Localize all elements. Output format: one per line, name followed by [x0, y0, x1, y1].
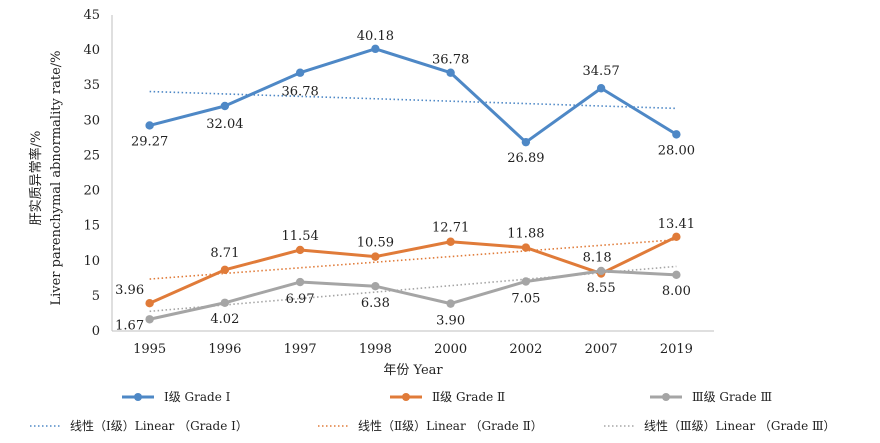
- data-label: 29.27: [131, 134, 168, 149]
- y-tick-label: 5: [92, 289, 100, 304]
- data-point: [446, 237, 455, 246]
- data-label: 36.78: [282, 85, 319, 100]
- x-tick-label: 2000: [434, 342, 467, 357]
- data-point: [672, 130, 681, 139]
- data-label: 1.67: [115, 318, 144, 333]
- data-point: [596, 266, 606, 276]
- data-label: 3.96: [115, 283, 144, 298]
- axes: 0 5 10 15 20 25 30 35 40 45 1995 1996 1997 1998 2000 20…: [28, 8, 714, 378]
- data-point: [371, 252, 380, 261]
- series-line: [149, 269, 677, 321]
- legend-trend-entry: 线性（Ⅲ级）Linear （Grade Ⅲ）: [644, 419, 836, 433]
- data-point: [521, 277, 531, 286]
- data-point: [672, 270, 681, 280]
- data-label: 32.04: [206, 117, 243, 132]
- series-line: [149, 235, 678, 305]
- data-label: 6.97: [286, 292, 315, 307]
- y-tick-label: 20: [83, 184, 100, 199]
- data-label: 26.89: [507, 151, 544, 166]
- legend-marker: [134, 393, 142, 401]
- data-point: [596, 84, 606, 93]
- legend-marker: [662, 393, 670, 401]
- data-label: 6.38: [361, 296, 390, 311]
- data-point: [145, 121, 154, 130]
- legend-entry: Ⅰ级 Grade Ⅰ: [164, 390, 231, 404]
- data-label: 3.90: [436, 314, 465, 329]
- x-tick-label: 1998: [359, 342, 392, 357]
- data-label: 11.54: [282, 229, 319, 244]
- data-point: [446, 68, 455, 77]
- data-label: 34.57: [583, 64, 620, 79]
- x-tick-label: 1997: [284, 342, 317, 357]
- series-line: [149, 47, 678, 144]
- data-label: 13.41: [658, 217, 695, 232]
- legend-entry: Ⅱ级 Grade Ⅱ: [432, 390, 505, 404]
- y-tick-label: 30: [83, 113, 100, 128]
- data-point: [446, 299, 455, 308]
- data-label: 8.18: [583, 251, 612, 266]
- y-tick-label: 45: [83, 8, 100, 23]
- y-axis-title-cn: 肝实质异常率/%: [28, 131, 44, 226]
- data-label: 12.71: [432, 221, 469, 236]
- data-label: 8.71: [210, 246, 239, 261]
- y-tick-label: 35: [83, 78, 100, 93]
- data-point: [521, 243, 531, 252]
- data-label: 36.78: [432, 53, 469, 68]
- legend-trend-entry: 线性（Ⅱ级）Linear （Grade Ⅱ）: [358, 419, 543, 433]
- x-tick-label: 2007: [585, 342, 618, 357]
- legend-entry: Ⅲ级 Grade Ⅲ: [692, 390, 772, 404]
- x-tick-label: 2002: [509, 342, 542, 357]
- legend-trend-entry: 线性（Ⅰ级）Linear （Grade Ⅰ）: [70, 419, 248, 433]
- y-axis-title: Liver parenchymal abnormality rate/%: [49, 50, 64, 305]
- data-point: [295, 277, 305, 287]
- legend: Ⅰ级 Grade Ⅰ Ⅱ级 Grade Ⅱ Ⅲ级 Grade Ⅲ 线性（Ⅰ级）Line…: [30, 390, 836, 433]
- x-tick-label: 2019: [660, 342, 693, 357]
- data-point: [145, 315, 154, 324]
- series-lines: [145, 44, 681, 324]
- y-tick-label: 40: [83, 43, 100, 58]
- data-label: 10.59: [357, 236, 394, 251]
- data-label: 28.00: [658, 143, 695, 158]
- data-point: [220, 265, 230, 275]
- data-point: [672, 232, 681, 242]
- data-label: 8.00: [662, 284, 691, 299]
- data-point: [521, 137, 531, 147]
- y-tick-label: 10: [83, 254, 100, 269]
- data-point: [220, 101, 230, 111]
- data-point: [220, 298, 230, 307]
- data-label: 4.02: [210, 312, 239, 327]
- x-tick-label: 1995: [133, 342, 166, 357]
- x-tick-label: 1996: [208, 342, 241, 357]
- data-point: [295, 68, 305, 77]
- data-label: 8.55: [587, 281, 616, 296]
- legend-marker: [402, 393, 410, 401]
- data-point: [295, 245, 305, 255]
- data-label: 40.18: [357, 29, 394, 44]
- x-axis-title: 年份 Year: [383, 363, 443, 378]
- data-point: [145, 298, 154, 308]
- trend-line: [149, 238, 677, 280]
- data-label: 7.05: [511, 291, 540, 306]
- data-labels: 29.27 32.04 36.78 40.18 36.78 26.89 34.57 28.00…: [115, 29, 695, 333]
- data-label: 11.88: [507, 227, 544, 242]
- y-tick-label: 0: [92, 324, 100, 339]
- data-point: [371, 44, 380, 54]
- y-tick-label: 15: [83, 219, 100, 234]
- y-tick-label: 25: [83, 148, 100, 163]
- data-point: [371, 281, 380, 291]
